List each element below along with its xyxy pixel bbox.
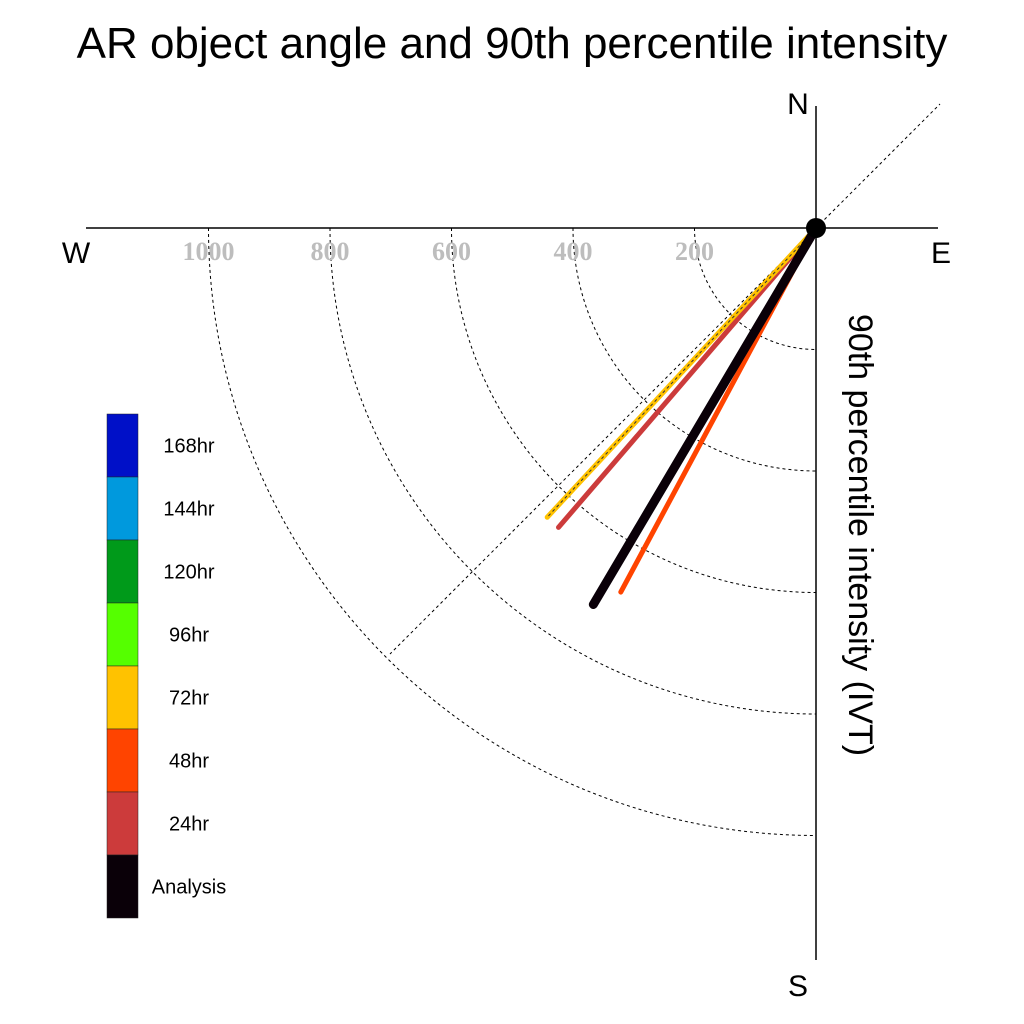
legend-swatch-96hr bbox=[106, 602, 139, 667]
grid-arc-1000 bbox=[208, 227, 817, 836]
radial-axis-label: 90th percentile intensity (IVT) bbox=[841, 314, 879, 756]
legend-swatch-48hr bbox=[106, 728, 139, 793]
legend-label-120hr: 120hr bbox=[163, 562, 214, 584]
legend-label-144hr: 144hr bbox=[163, 499, 214, 521]
series-line-72hr bbox=[544, 225, 819, 520]
legend-swatch-72hr bbox=[106, 665, 139, 730]
west-label: W bbox=[62, 237, 91, 270]
southwest-guide bbox=[389, 227, 817, 655]
legend-label-96hr: 96hr bbox=[169, 625, 209, 647]
northeast-guide bbox=[815, 103, 941, 229]
tick-label-200: 200 bbox=[675, 237, 714, 266]
origin-marker bbox=[806, 218, 826, 238]
north-label: N bbox=[787, 88, 809, 121]
legend: 168hr 144hr 120hr 96hr 72hr 48hr 24hr Analysis bbox=[106, 413, 226, 919]
legend-swatch-168hr bbox=[106, 413, 139, 478]
tick-label-600: 600 bbox=[432, 237, 471, 266]
legend-label-24hr: 24hr bbox=[169, 814, 209, 836]
chart-title: AR object angle and 90th percentile inte… bbox=[77, 19, 948, 68]
grid-arc-800 bbox=[329, 227, 817, 715]
south-label: S bbox=[788, 970, 808, 1003]
tick-label-400: 400 bbox=[554, 237, 593, 266]
tick-label-1000: 1000 bbox=[183, 237, 235, 266]
tick-label-800: 800 bbox=[311, 237, 350, 266]
legend-label-72hr: 72hr bbox=[169, 688, 209, 710]
grid-arc-400 bbox=[572, 227, 817, 472]
series-lines bbox=[544, 218, 826, 609]
legend-swatch-24hr bbox=[106, 791, 139, 856]
legend-label-48hr: 48hr bbox=[169, 751, 209, 773]
legend-swatch-analysis bbox=[106, 854, 139, 919]
compass-axes bbox=[86, 103, 941, 960]
legend-swatch-144hr bbox=[106, 476, 139, 541]
radial-grid bbox=[208, 227, 817, 836]
legend-swatch-120hr bbox=[106, 539, 139, 604]
east-label: E bbox=[931, 237, 951, 270]
radial-tick-labels: 200 400 600 800 1000 bbox=[183, 237, 715, 266]
series-line-24hr bbox=[556, 225, 819, 530]
legend-label-168hr: 168hr bbox=[163, 436, 214, 458]
series-line-analysis bbox=[588, 223, 821, 609]
grid-arc-600 bbox=[451, 227, 817, 593]
grid-arc-200 bbox=[694, 227, 817, 350]
legend-label-analysis: Analysis bbox=[152, 877, 226, 899]
